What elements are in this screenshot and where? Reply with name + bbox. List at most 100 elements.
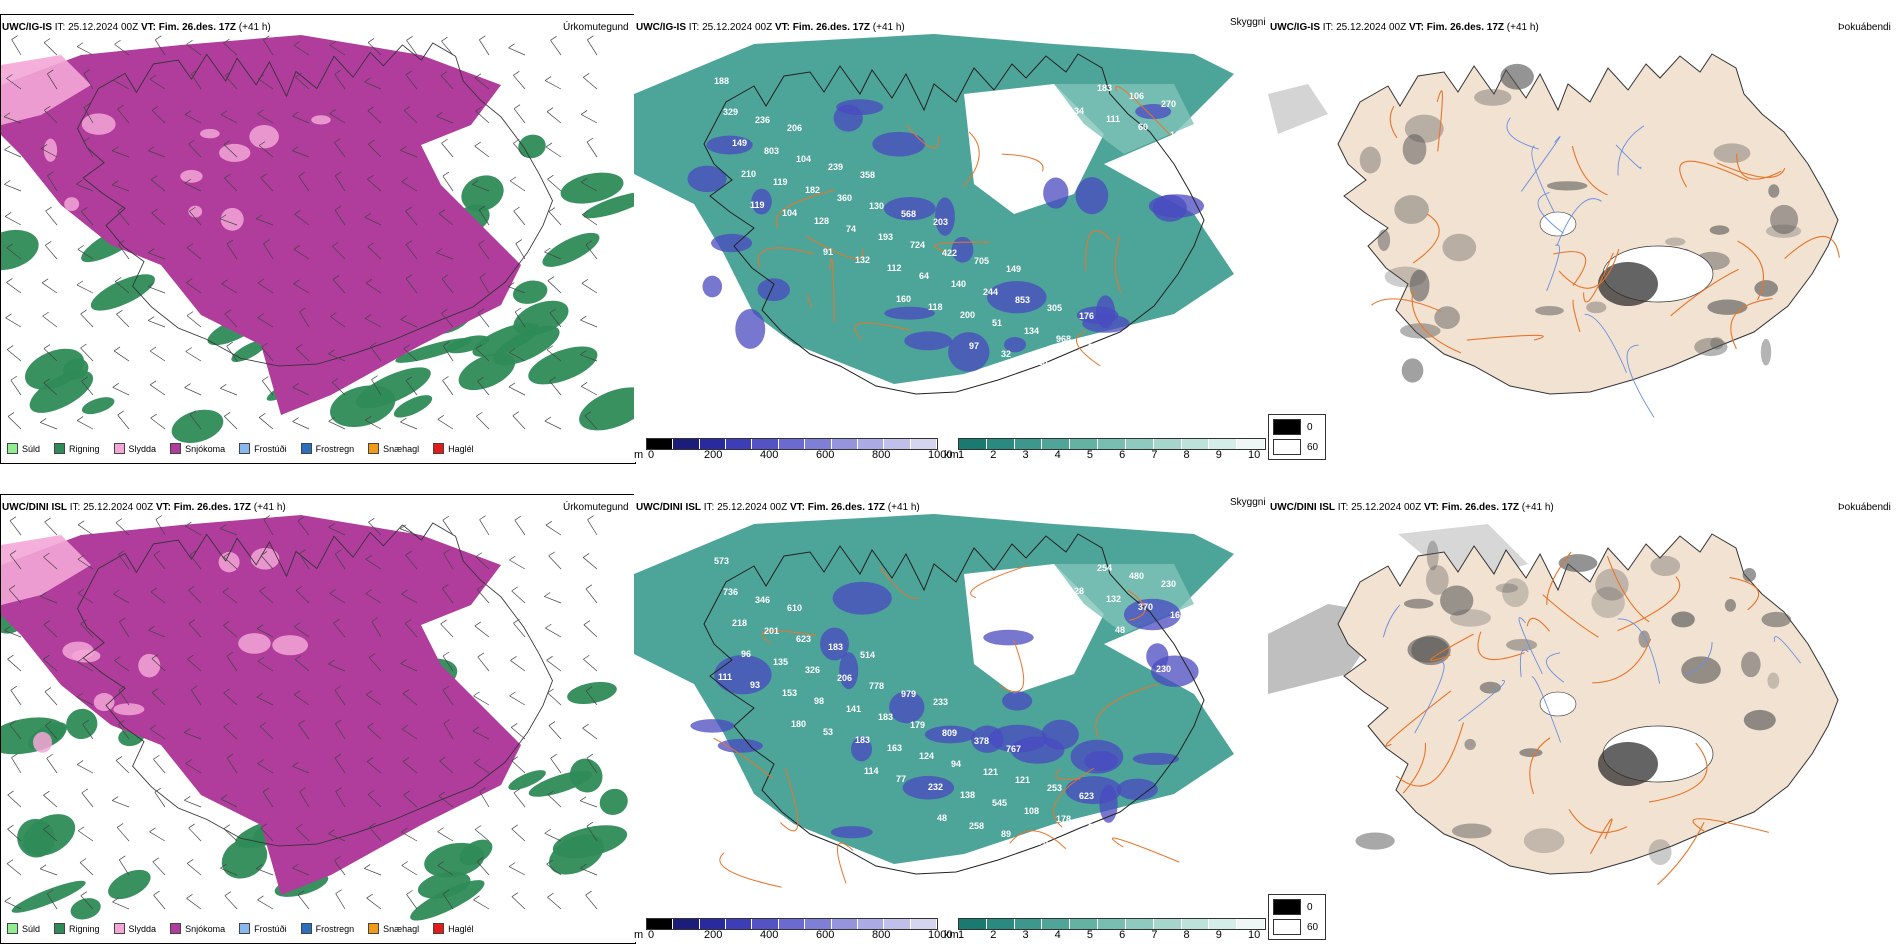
ceiling-value-label: 188 xyxy=(714,76,729,86)
colorbar-segment xyxy=(805,919,832,929)
colorbar-tick-label: 1 xyxy=(958,929,965,941)
visibility-map-top: 1882063582031491762682362395687053051873… xyxy=(634,14,1268,462)
precip-legend-swatch xyxy=(239,923,251,934)
ceiling-value-label: 480 xyxy=(1129,571,1144,581)
ceiling-value-label: 89 xyxy=(1001,829,1011,839)
ceiling-value-label: 203 xyxy=(933,217,948,227)
colorbar-segment xyxy=(673,919,700,929)
ceiling-value-label: 132 xyxy=(855,255,870,265)
precip-legend-label: Frostúði xyxy=(254,443,287,454)
ceiling-value-label: 132 xyxy=(1106,594,1121,604)
precip-legend-item: Snæhagl xyxy=(368,923,419,934)
colorbar-tick-label: 9 xyxy=(1215,929,1222,941)
ceiling-value-label: 239 xyxy=(828,162,843,172)
fog-legend-label-high: 0 xyxy=(1307,901,1313,913)
ceiling-value-label: 206 xyxy=(787,123,802,133)
ceiling-value-label: 778 xyxy=(869,681,884,691)
ceiling-value-label: 53 xyxy=(823,727,833,737)
ceiling-value-label: 296 xyxy=(1147,153,1162,163)
ceiling-value-label: 809 xyxy=(942,728,957,738)
ceiling-value-label: 112 xyxy=(887,263,902,273)
ceiling-value-label: 176 xyxy=(1079,311,1094,321)
ceiling-value-label: 34 xyxy=(1074,106,1084,116)
colorbar-tick-label: 8 xyxy=(1183,929,1190,941)
precip-legend-swatch xyxy=(433,923,445,934)
precip-legend-swatch xyxy=(170,923,182,934)
colorbar-tick-label: 8 xyxy=(1183,449,1190,461)
ceiling-value-label: 121 xyxy=(1015,775,1030,785)
colorbar-segment xyxy=(673,439,700,449)
precip-legend-label: Haglél xyxy=(448,923,474,934)
precip-legend-item: Frostúði xyxy=(239,923,287,934)
precip-legend-swatch xyxy=(54,443,66,454)
precip-legend-swatch xyxy=(368,923,380,934)
visibility-title-bottom: Skyggni xyxy=(1230,497,1266,508)
ceiling-value-label: 121 xyxy=(983,767,998,777)
colorbar-segment xyxy=(1209,439,1238,449)
ceiling-value-label: 119 xyxy=(750,200,765,210)
precip-legend-item: Haglél xyxy=(433,443,474,454)
visibility-panel-bottom: 573 610 514 233 767 623 961 346 183 979 378 253 914 7… xyxy=(634,494,1268,942)
visibility-panel-top: 188 206 358 203 149 176 268 236 239 568 705 305 187 3… xyxy=(634,14,1268,462)
ceiling-value-label: 183 xyxy=(1097,83,1112,93)
ceiling-value-label: 111 xyxy=(1106,114,1120,124)
precip-legend-swatch xyxy=(300,443,312,454)
colorbar-segment xyxy=(1014,919,1043,929)
ceiling-value-label: 803 xyxy=(764,146,779,156)
colorbar-segment xyxy=(1237,919,1265,929)
ceiling-value-label: 206 xyxy=(837,673,852,683)
ceiling-value-label: 115 xyxy=(1033,357,1048,367)
colorbar-tick-label: 1000 xyxy=(928,449,953,461)
colorbar-segment xyxy=(1042,439,1071,449)
ceiling-value-label: 210 xyxy=(741,169,756,179)
colorbar-segment xyxy=(752,439,779,449)
ceiling-value-label: 149 xyxy=(1006,264,1021,274)
precip-legend-swatch xyxy=(113,923,125,934)
ceiling-value-label: 270 xyxy=(1161,99,1176,109)
precip-legend-label: Slydda xyxy=(128,923,157,934)
visibility-header-bottom: UWC/DINI ISL IT: 25.12.2024 00Z VT: Fim.… xyxy=(636,502,920,513)
ceiling-value-label: 304 xyxy=(1088,342,1103,352)
colorbar-segment xyxy=(1125,919,1154,929)
precip-type-panel-top: Súld Rigning Slydda Snjókoma Frostúði Frostre… xyxy=(0,14,636,464)
colorbar-segment xyxy=(1181,439,1210,449)
colorbar-segment xyxy=(1153,439,1182,449)
colorbar-segment xyxy=(726,439,753,449)
ceiling-value-label: 51 xyxy=(992,318,1002,328)
ceiling-value-label: 102 xyxy=(1042,578,1057,588)
ceiling-value-label: 93 xyxy=(750,680,760,690)
precip-legend-swatch xyxy=(7,443,18,454)
colorbar-segment xyxy=(752,919,779,929)
colorbar-segment xyxy=(910,439,937,449)
ceiling-value-label: 623 xyxy=(796,634,811,644)
ceiling-value-label: 610 xyxy=(787,603,802,613)
precip-legend-item: Rigning xyxy=(54,443,100,454)
ceiling-value-label: 180 xyxy=(791,719,806,729)
ceiling-value-label: 329 xyxy=(723,107,738,117)
colorbar-tick-label: 200 xyxy=(704,929,723,941)
ceiling-value-label: 98 xyxy=(814,696,824,706)
ceiling-value-label: 422 xyxy=(942,248,957,258)
ceiling-value-label: 127 xyxy=(1083,617,1098,627)
fog-legend-label-high: 0 xyxy=(1307,421,1313,433)
ceiling-value-label: 853 xyxy=(1015,295,1030,305)
precip-legend-item: Súld xyxy=(7,443,40,454)
fog-legend-label-low: 60 xyxy=(1307,441,1319,453)
ceiling-value-label: 91 xyxy=(823,247,833,257)
ceiling-value-label: 74 xyxy=(846,224,856,234)
colorbar-tick-label: 800 xyxy=(872,929,891,941)
ceiling-colorbar-top xyxy=(646,438,938,450)
colorbar-tick-label: 10 xyxy=(1248,449,1261,461)
ceiling-value-label: 28 xyxy=(1074,586,1084,596)
ceiling-value-label: 201 xyxy=(764,626,779,636)
colorbar-unit: km xyxy=(944,929,959,941)
ceiling-value-label: 914 xyxy=(1120,830,1135,840)
colorbar-segment xyxy=(1125,439,1154,449)
ceiling-value-label: 305 xyxy=(1047,303,1062,313)
precip-legend-label: Snæhagl xyxy=(383,923,420,934)
ceiling-value-label: 153 xyxy=(782,688,797,698)
ceiling-value-label: 111 xyxy=(718,672,732,682)
ceiling-value-label: 183 xyxy=(855,735,870,745)
ceiling-value-label: 140 xyxy=(951,279,966,289)
ceiling-value-label: 58 xyxy=(1065,365,1075,375)
